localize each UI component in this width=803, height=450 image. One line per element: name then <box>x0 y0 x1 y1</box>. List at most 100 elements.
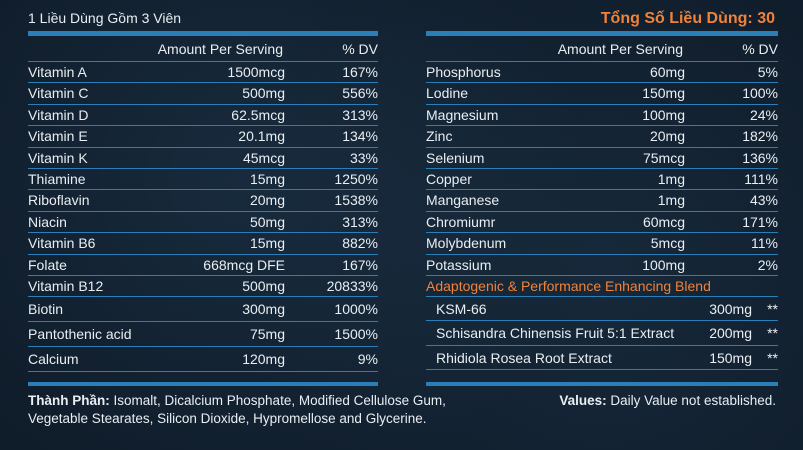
nutrient-dv: 182% <box>742 128 778 145</box>
table-row: Copper 1mg 111% <box>426 169 778 191</box>
nutrient-dv: 882% <box>342 235 378 252</box>
nutrient-name: Vitamin A <box>28 64 87 80</box>
table-row: Niacin 50mg 313% <box>28 212 378 234</box>
nutrient-dv: 167% <box>342 256 378 273</box>
nutrient-dv: 24% <box>749 106 778 123</box>
table-row: Vitamin D 62.5mcg 313% <box>28 105 378 127</box>
nutrient-amount: 60mcg <box>642 213 685 230</box>
amount-column-header: Amount Per Serving <box>557 41 683 57</box>
nutrient-amount: 20mg <box>649 128 685 145</box>
nutrient-amount: 20.1mg <box>238 128 285 145</box>
table-row: Chromiumr 60mcg 171% <box>426 212 778 234</box>
left-bottom-bar <box>28 382 378 386</box>
left-column-headers: Amount Per Serving % DV <box>28 38 378 62</box>
nutrient-dv: 20833% <box>326 277 378 294</box>
total-servings: Tổng Số Liều Dùng: 30 <box>600 10 775 27</box>
nutrient-dv: 136% <box>742 149 778 166</box>
table-row: Potassium 100mg 2% <box>426 255 778 276</box>
nutrient-amount: 668mcg DFE <box>203 256 285 273</box>
nutrient-name: Magnesium <box>426 106 499 123</box>
nutrient-amount: 1500mcg <box>227 64 285 80</box>
nutrient-dv: ** <box>767 349 778 366</box>
nutrient-name: Zinc <box>426 128 453 145</box>
table-row: Riboflavin 20mg 1538% <box>28 190 378 212</box>
ingredients-label: Thành Phần: <box>28 393 110 408</box>
nutrient-name: Folate <box>28 256 67 273</box>
nutrient-name: Thiamine <box>28 170 86 187</box>
nutrient-name: Calcium <box>28 351 79 368</box>
nutrient-dv: 1500% <box>334 326 378 343</box>
nutrient-name: Potassium <box>426 256 492 273</box>
nutrient-amount: 15mg <box>249 170 285 187</box>
nutrient-name: Niacin <box>28 213 67 230</box>
table-row: Vitamin K 45mcg 33% <box>28 148 378 169</box>
nutrient-name: Rhidiola Rosea Root Extract <box>436 349 612 366</box>
dv-column-header: % DV <box>342 41 378 57</box>
nutrient-amount: 300mg <box>242 301 285 318</box>
nutrient-amount: 150mg <box>642 85 685 102</box>
nutrient-name: Vitamin B6 <box>28 235 96 252</box>
nutrient-dv: 9% <box>357 351 378 368</box>
values-text: Daily Value not established. <box>606 393 776 408</box>
nutrient-name: Riboflavin <box>28 192 90 209</box>
nutrient-amount: 5mcg <box>650 235 685 252</box>
nutrient-name: Manganese <box>426 192 500 209</box>
nutrient-dv: 11% <box>751 235 778 252</box>
nutrient-dv: 43% <box>749 192 778 209</box>
nutrient-dv: 2% <box>757 256 778 273</box>
table-row: Vitamin E 20.1mg 134% <box>28 126 378 148</box>
blend-title: Adaptogenic & Performance Enhancing Blen… <box>426 276 778 297</box>
table-row: Vitamin B6 15mg 882% <box>28 233 378 255</box>
nutrient-amount: 75mcg <box>642 149 685 166</box>
nutrient-name: Lodine <box>426 85 469 102</box>
nutrient-amount: 100mg <box>642 256 685 273</box>
nutrient-name: Phosphorus <box>426 64 501 80</box>
nutrient-dv: 33% <box>349 149 378 166</box>
nutrient-name: Vitamin B12 <box>28 277 104 294</box>
right-column-headers: Amount Per Serving % DV <box>426 38 778 62</box>
nutrient-amount: 45mcg <box>242 149 285 166</box>
nutrient-dv: 171% <box>742 213 778 230</box>
nutrient-name: Vitamin D <box>28 106 89 123</box>
nutrient-name: Biotin <box>28 301 64 318</box>
dv-column-header: % DV <box>742 41 778 57</box>
table-row: Selenium 75mcg 136% <box>426 148 778 169</box>
nutrient-dv: ** <box>767 300 778 317</box>
nutrient-amount: 100mg <box>642 106 685 123</box>
nutrient-amount: 150mg <box>709 349 752 366</box>
nutrient-name: Vitamin C <box>28 85 89 102</box>
nutrient-amount: 15mg <box>249 235 285 252</box>
table-row: Magnesium 100mg 24% <box>426 105 778 127</box>
right-bottom-bar <box>426 382 778 386</box>
nutrient-dv: 1000% <box>334 301 378 318</box>
nutrient-name: Selenium <box>426 149 485 166</box>
table-row: Manganese 1mg 43% <box>426 190 778 212</box>
nutrient-name: Molybdenum <box>426 235 507 252</box>
nutrient-dv: 167% <box>342 64 378 80</box>
nutrient-amount: 500mg <box>242 85 285 102</box>
nutrient-dv: 111% <box>744 170 778 187</box>
ingredients-text: Thành Phần: Isomalt, Dicalcium Phosphate… <box>28 392 498 428</box>
nutrient-amount: 50mg <box>249 213 285 230</box>
table-row: Phosphorus 60mg 5% <box>426 62 778 84</box>
nutrient-name: KSM-66 <box>436 300 487 317</box>
table-row: Lodine 150mg 100% <box>426 83 778 105</box>
table-row: Schisandra Chinensis Fruit 5:1 Extract 20… <box>426 321 778 346</box>
table-row: KSM-66 300mg ** <box>426 297 778 322</box>
right-rows: Phosphorus 60mg 5% Lodine 150mg 100% Magnesium… <box>426 62 778 371</box>
nutrient-dv: 313% <box>342 213 378 230</box>
amount-column-header: Amount Per Serving <box>157 41 283 57</box>
table-row: Folate 668mcg DFE 167% <box>28 255 378 276</box>
nutrient-amount: 500mg <box>242 277 285 294</box>
table-row: Vitamin C 500mg 556% <box>28 83 378 105</box>
table-row: Zinc 20mg 182% <box>426 126 778 148</box>
nutrient-dv: 134% <box>342 128 378 145</box>
serving-note: 1 Liều Dùng Gồm 3 Viên <box>28 10 182 26</box>
table-row: Vitamin A 1500mcg 167% <box>28 62 378 84</box>
nutrient-amount: 300mg <box>709 300 752 317</box>
table-row: Calcium 120mg 9% <box>28 347 378 373</box>
nutrient-amount: 1mg <box>657 192 685 209</box>
nutrient-amount: 60mg <box>649 64 685 80</box>
nutrient-dv: 1538% <box>334 192 378 209</box>
nutrient-dv: 100% <box>742 85 778 102</box>
